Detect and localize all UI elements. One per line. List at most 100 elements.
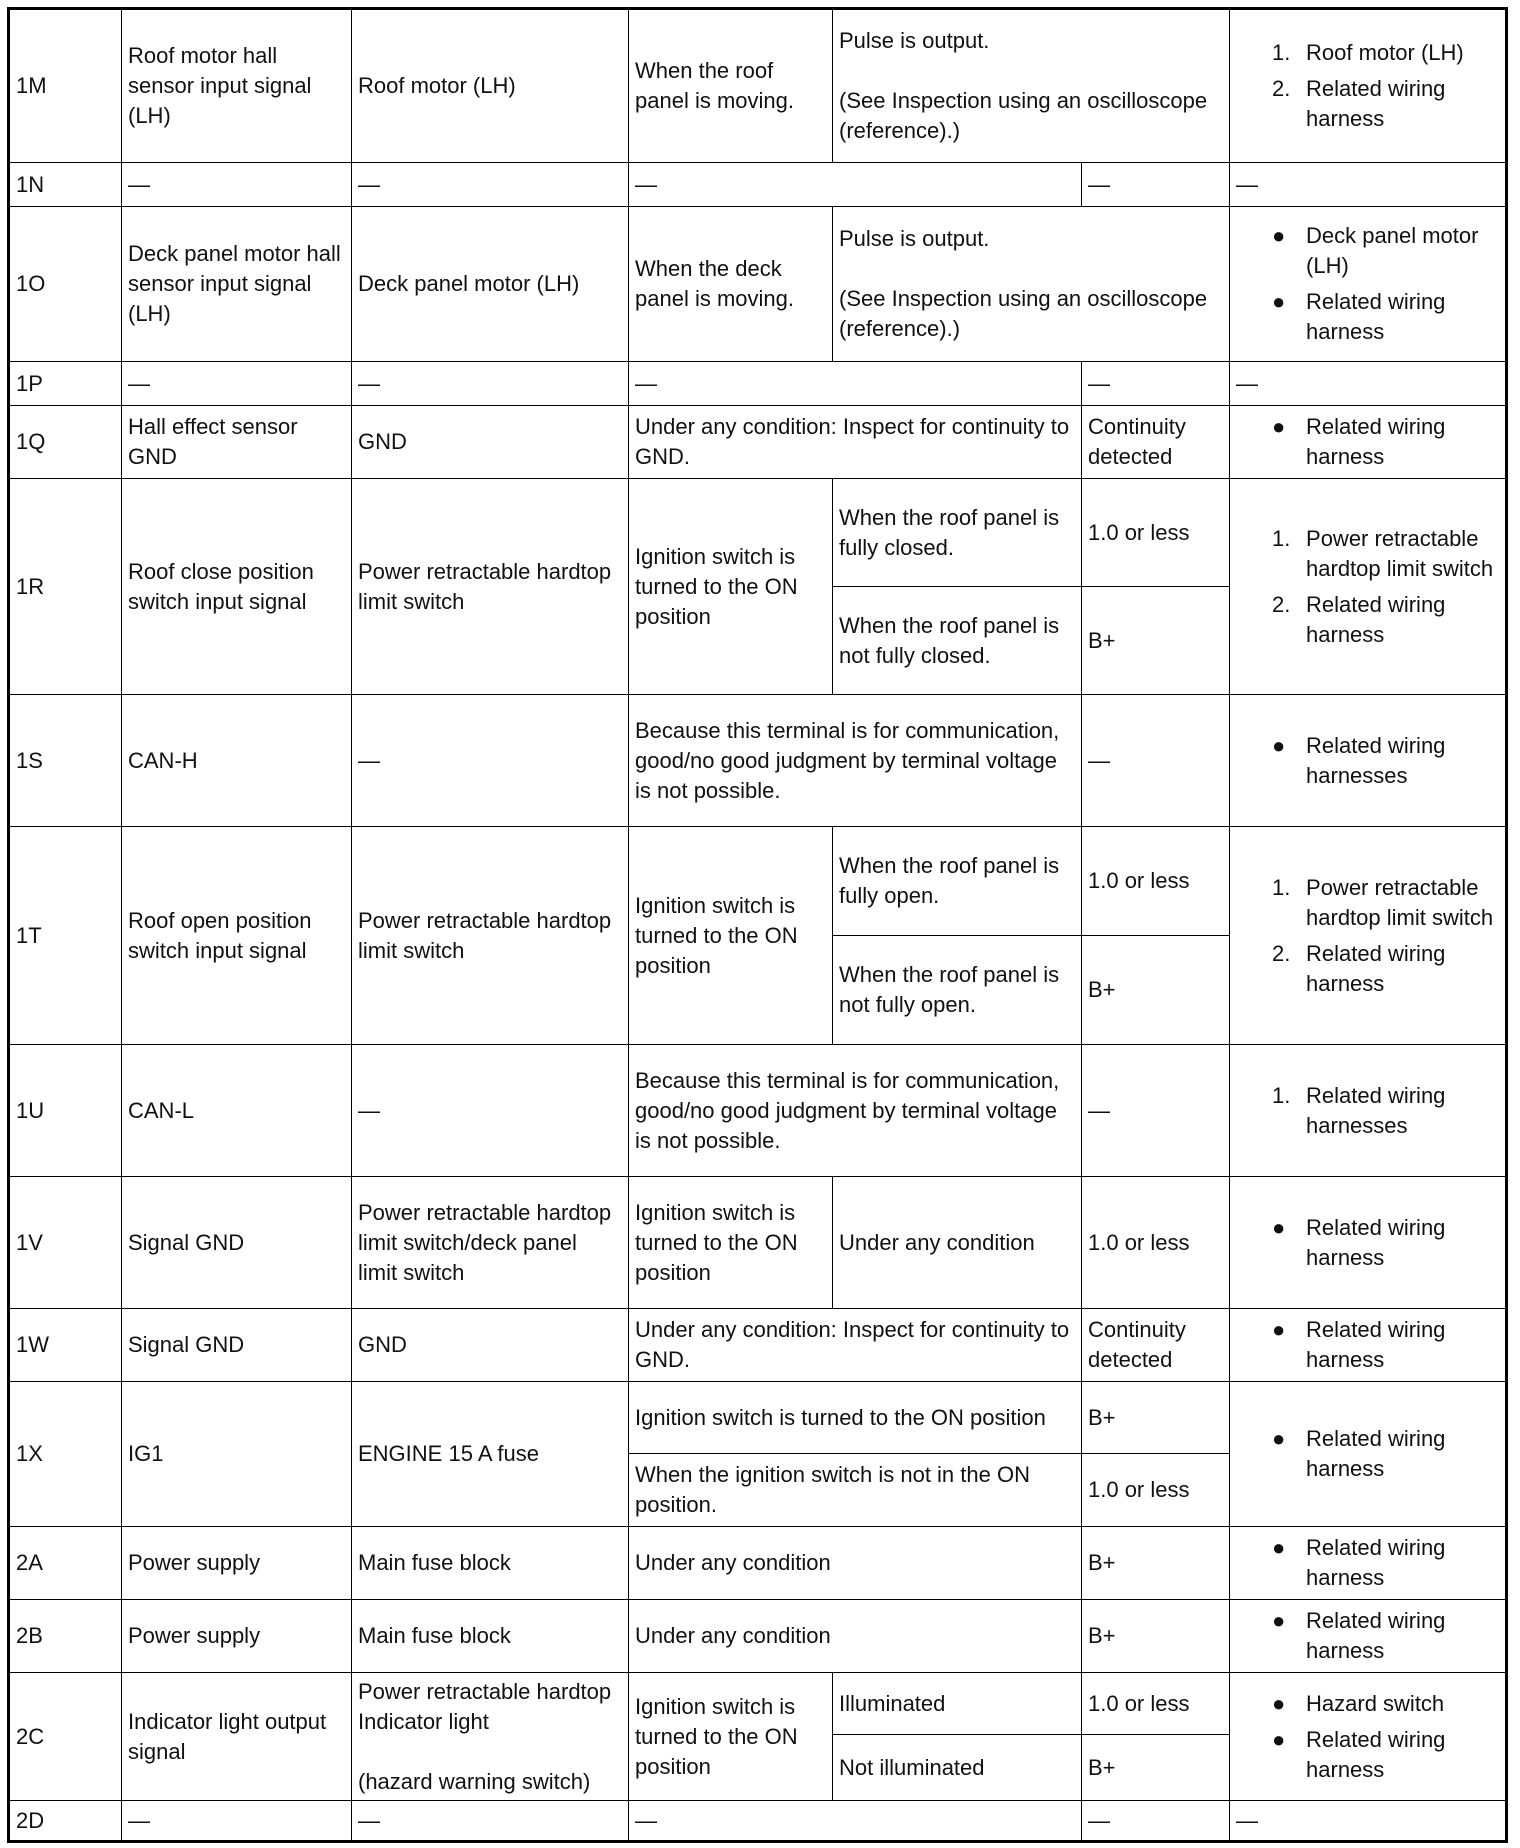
- reference-item: ● Related wiring harness: [1272, 1606, 1499, 1666]
- table-row: 1V Signal GND Power retractable hardtop …: [8, 1176, 1508, 1309]
- reference-cell: ● Related wiring harness: [1229, 1176, 1508, 1309]
- terminal-cell: 2B: [8, 1599, 122, 1673]
- destination-cell: —: [351, 162, 629, 207]
- table-row: 1T Roof open position switch input signa…: [8, 826, 1508, 1045]
- destination-cell: GND: [351, 1308, 629, 1382]
- terminal-cell: 1U: [8, 1044, 122, 1177]
- terminal-cell: 1N: [8, 162, 122, 207]
- value-cell: —: [1080, 694, 1231, 827]
- reference-text: Related wiring harness: [1306, 1608, 1446, 1663]
- destination-cell: Roof motor (LH): [351, 8, 629, 163]
- terminal-cell: 1R: [8, 478, 122, 695]
- terminal-cell: 1T: [8, 826, 122, 1045]
- bullet-icon: ●: [1272, 289, 1286, 314]
- list-marker: 1.: [1272, 874, 1291, 900]
- condition-cell: Ignition switch is turned to the ON posi…: [628, 1176, 833, 1309]
- reference-item: ● Related wiring harness: [1272, 1424, 1499, 1484]
- reference-cell: ● Related wiring harness: [1229, 405, 1508, 479]
- signal-cell: —: [121, 361, 352, 406]
- value-cell: 1.0 or less: [1080, 1672, 1231, 1735]
- terminal-cell: 1W: [8, 1308, 122, 1382]
- bullet-icon: ●: [1272, 1535, 1286, 1560]
- signal-cell: CAN-L: [121, 1044, 352, 1177]
- destination-cell: Power retractable hardtop limit switch/d…: [351, 1176, 629, 1309]
- reference-text: Roof motor (LH): [1306, 40, 1464, 65]
- table-row: When the roof panel is not fully open. B…: [9, 935, 1507, 1045]
- value-cell: 1.0 or less: [1080, 826, 1231, 936]
- table-row: When the ignition switch is not in the O…: [9, 1453, 1507, 1527]
- bullet-icon: ●: [1272, 1726, 1286, 1752]
- list-marker: 2.: [1272, 940, 1291, 966]
- reference-text: Related wiring harness: [1306, 289, 1446, 344]
- table-row: 1M Roof motor hall sensor input signal (…: [8, 8, 1508, 163]
- signal-cell: Deck panel motor hall sensor input signa…: [121, 206, 352, 362]
- reference-cell: —: [1229, 162, 1508, 207]
- bullet-icon: ●: [1272, 1214, 1286, 1240]
- reference-cell: ● Related wiring harness: [1229, 1308, 1508, 1382]
- reference-cell: 1. Roof motor (LH) 2. Related wiring harnes…: [1229, 8, 1508, 163]
- reference-item: ● Related wiring harnesses: [1272, 731, 1499, 791]
- state-cell: Illuminated: [832, 1672, 1082, 1735]
- destination-cell: —: [351, 1800, 629, 1842]
- reference-item: 1. Related wiring harnesses: [1272, 1081, 1499, 1141]
- condition-cell: Ignition switch is turned to the ON posi…: [628, 478, 833, 695]
- state-cell: When the roof panel is fully open.: [832, 826, 1082, 936]
- condition-cell: When the deck panel is moving.: [628, 206, 833, 362]
- terminal-cell: 1Q: [8, 405, 122, 479]
- destination-cell: —: [351, 361, 629, 406]
- table-row: 2A Power supply Main fuse block Under an…: [8, 1526, 1508, 1600]
- destination-cell: GND: [351, 405, 629, 479]
- table-row: 1R Roof close position switch input sign…: [8, 478, 1508, 695]
- reference-cell: 1. Power retractable hardtop limit switch…: [1229, 826, 1508, 1045]
- value-cell: 1.0 or less: [1080, 1176, 1231, 1309]
- table-row: 2D — — — — —: [8, 1800, 1508, 1842]
- bullet-icon: ●: [1272, 414, 1286, 439]
- signal-cell: Indicator light output signal: [121, 1672, 352, 1801]
- terminal-cell: 1S: [8, 694, 122, 827]
- table-row: 1S CAN-H — Because this terminal is for …: [8, 694, 1508, 827]
- signal-cell: CAN-H: [121, 694, 352, 827]
- table-row: 1O Deck panel motor hall sensor input si…: [8, 206, 1508, 362]
- condition-cell: —: [628, 1800, 1082, 1842]
- reference-item: ● Related wiring harness: [1272, 287, 1499, 347]
- condition-cell: Under any condition: [628, 1599, 1082, 1673]
- reference-text: Related wiring harness: [1306, 414, 1446, 469]
- reference-item: 1. Power retractable hardtop limit switch: [1272, 524, 1499, 584]
- reference-text: Power retractable hardtop limit switch: [1306, 874, 1494, 930]
- condition-cell: Because this terminal is for communicati…: [628, 694, 1082, 827]
- reference-item: ● Related wiring harness: [1272, 1725, 1499, 1785]
- value-cell: B+: [1080, 1599, 1231, 1673]
- condition-cell: Under any condition: Inspect for continu…: [628, 405, 1082, 479]
- table-row: 1N — — — — —: [8, 162, 1508, 207]
- value-cell: B+: [1080, 1734, 1231, 1801]
- reference-cell: ● Related wiring harnesses: [1229, 694, 1508, 827]
- reference-cell: —: [1229, 361, 1508, 406]
- signal-cell: Roof open position switch input signal: [121, 826, 352, 1045]
- reference-text: Related wiring harness: [1306, 1317, 1446, 1372]
- reference-text: Related wiring harnesses: [1306, 1082, 1446, 1138]
- list-marker: 2.: [1272, 591, 1291, 617]
- reference-cell: ● Deck panel motor (LH) ● Related wiring ha…: [1229, 206, 1508, 362]
- reference-item: ● Deck panel motor (LH): [1272, 221, 1499, 281]
- reference-cell: ● Related wiring harness: [1229, 1381, 1508, 1527]
- reference-cell: ● Related wiring harness: [1229, 1599, 1508, 1673]
- reference-text: Related wiring harnesses: [1306, 732, 1446, 788]
- terminal-cell: 1X: [8, 1381, 122, 1527]
- reference-item: 1. Power retractable hardtop limit switch: [1272, 873, 1499, 933]
- signal-cell: IG1: [121, 1381, 352, 1527]
- table-row: 1P — — — — —: [8, 361, 1508, 406]
- terminal-cell: 2D: [8, 1800, 122, 1842]
- reference-cell: ● Hazard switch ● Related wiring harness: [1229, 1672, 1508, 1801]
- signal-cell: Signal GND: [121, 1176, 352, 1309]
- table-row: 1U CAN-L — Because this terminal is for …: [8, 1044, 1508, 1177]
- value-cell: B+: [1080, 935, 1231, 1045]
- reference-item: 1. Roof motor (LH): [1272, 38, 1499, 68]
- reference-item: 2. Related wiring harness: [1272, 939, 1499, 999]
- condition-cell: —: [628, 162, 1082, 207]
- reference-cell: ● Related wiring harness: [1229, 1526, 1508, 1600]
- bullet-icon: ●: [1272, 223, 1286, 248]
- signal-cell: —: [121, 1800, 352, 1842]
- reference-cell: —: [1229, 1800, 1508, 1842]
- state-cell: When the roof panel is not fully closed.: [832, 586, 1082, 695]
- signal-cell: Power supply: [121, 1599, 352, 1673]
